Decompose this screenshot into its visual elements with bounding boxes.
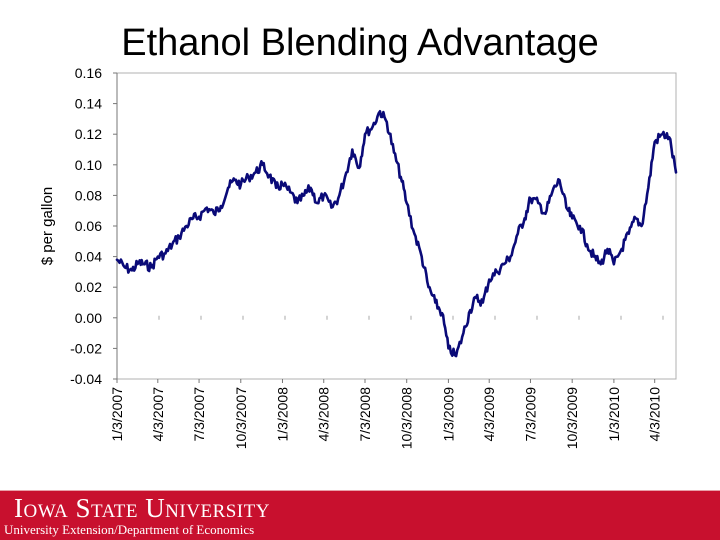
x-tick-label: 10/3/2008	[399, 387, 415, 449]
department-label: University Extension/Department of Econo…	[4, 522, 255, 537]
footer-bar	[0, 490, 720, 540]
x-tick-label: 4/3/2010	[647, 387, 663, 442]
y-tick-label: 0.04	[75, 249, 102, 265]
y-axis-title: $ per gallon	[39, 187, 56, 265]
y-tick-label: -0.04	[70, 371, 102, 387]
x-tick-label: 4/3/2008	[316, 387, 332, 442]
chart: 0.16 0.14 0.12 0.10 0.08 0.06 0.04 0.02 0.00 -0.0…	[39, 65, 678, 449]
footer-divider	[0, 490, 720, 491]
x-tick-label: 4/3/2007	[150, 387, 166, 442]
x-tick-label: 7/3/2007	[191, 387, 207, 442]
y-tick-label: 0.12	[75, 126, 102, 142]
x-tick-label: 10/3/2007	[233, 387, 249, 449]
slide-title: Ethanol Blending Advantage	[121, 22, 599, 64]
x-tick-label: 1/3/2008	[274, 387, 290, 442]
x-tick-label: 1/3/2009	[440, 387, 456, 442]
series-line-0	[115, 110, 678, 358]
y-tick-label: 0.14	[75, 96, 102, 112]
y-tick-label: 0.08	[75, 187, 102, 203]
x-tick-label: 4/3/2009	[481, 387, 497, 442]
x-tick-label: 7/3/2008	[357, 387, 373, 442]
x-tick-label: 7/3/2009	[522, 387, 538, 442]
x-tick-label: 10/3/2009	[564, 387, 580, 449]
university-logo-text: Iowa State University	[14, 493, 270, 523]
y-tick-label: 0.06	[75, 218, 102, 234]
plot-area-frame	[116, 72, 677, 380]
y-tick-label: 0.10	[75, 157, 102, 173]
y-tick-label: 0.16	[75, 65, 102, 81]
x-tick-label: 1/3/2010	[606, 387, 622, 442]
y-tick-label: -0.02	[70, 340, 102, 356]
x-tick-label: 1/3/2007	[109, 387, 125, 442]
y-tick-label: 0.02	[75, 279, 102, 295]
y-tick-label: 0.00	[75, 310, 102, 326]
